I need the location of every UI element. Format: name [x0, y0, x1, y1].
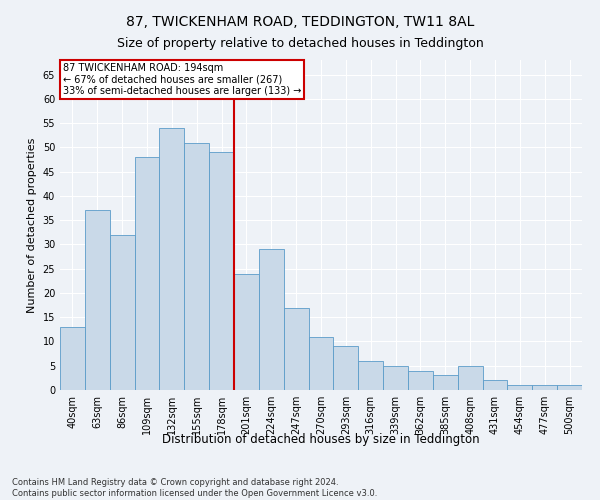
- Bar: [184, 142, 209, 390]
- Text: 87, TWICKENHAM ROAD, TEDDINGTON, TW11 8AL: 87, TWICKENHAM ROAD, TEDDINGTON, TW11 8A…: [126, 15, 474, 29]
- Text: Size of property relative to detached houses in Teddington: Size of property relative to detached ho…: [116, 38, 484, 51]
- Bar: [134, 157, 160, 390]
- Bar: [433, 376, 458, 390]
- Bar: [334, 346, 358, 390]
- Text: 87 TWICKENHAM ROAD: 194sqm
← 67% of detached houses are smaller (267)
33% of sem: 87 TWICKENHAM ROAD: 194sqm ← 67% of deta…: [62, 64, 301, 96]
- Bar: [110, 234, 134, 390]
- Bar: [160, 128, 184, 390]
- Bar: [532, 385, 557, 390]
- Bar: [383, 366, 408, 390]
- Y-axis label: Number of detached properties: Number of detached properties: [27, 138, 37, 312]
- Bar: [482, 380, 508, 390]
- Bar: [284, 308, 308, 390]
- Bar: [458, 366, 482, 390]
- Text: Contains HM Land Registry data © Crown copyright and database right 2024.
Contai: Contains HM Land Registry data © Crown c…: [12, 478, 377, 498]
- Bar: [60, 327, 85, 390]
- Bar: [308, 336, 334, 390]
- Text: Distribution of detached houses by size in Teddington: Distribution of detached houses by size …: [162, 432, 480, 446]
- Bar: [557, 385, 582, 390]
- Bar: [508, 385, 532, 390]
- Bar: [85, 210, 110, 390]
- Bar: [209, 152, 234, 390]
- Bar: [358, 361, 383, 390]
- Bar: [408, 370, 433, 390]
- Bar: [259, 250, 284, 390]
- Bar: [234, 274, 259, 390]
